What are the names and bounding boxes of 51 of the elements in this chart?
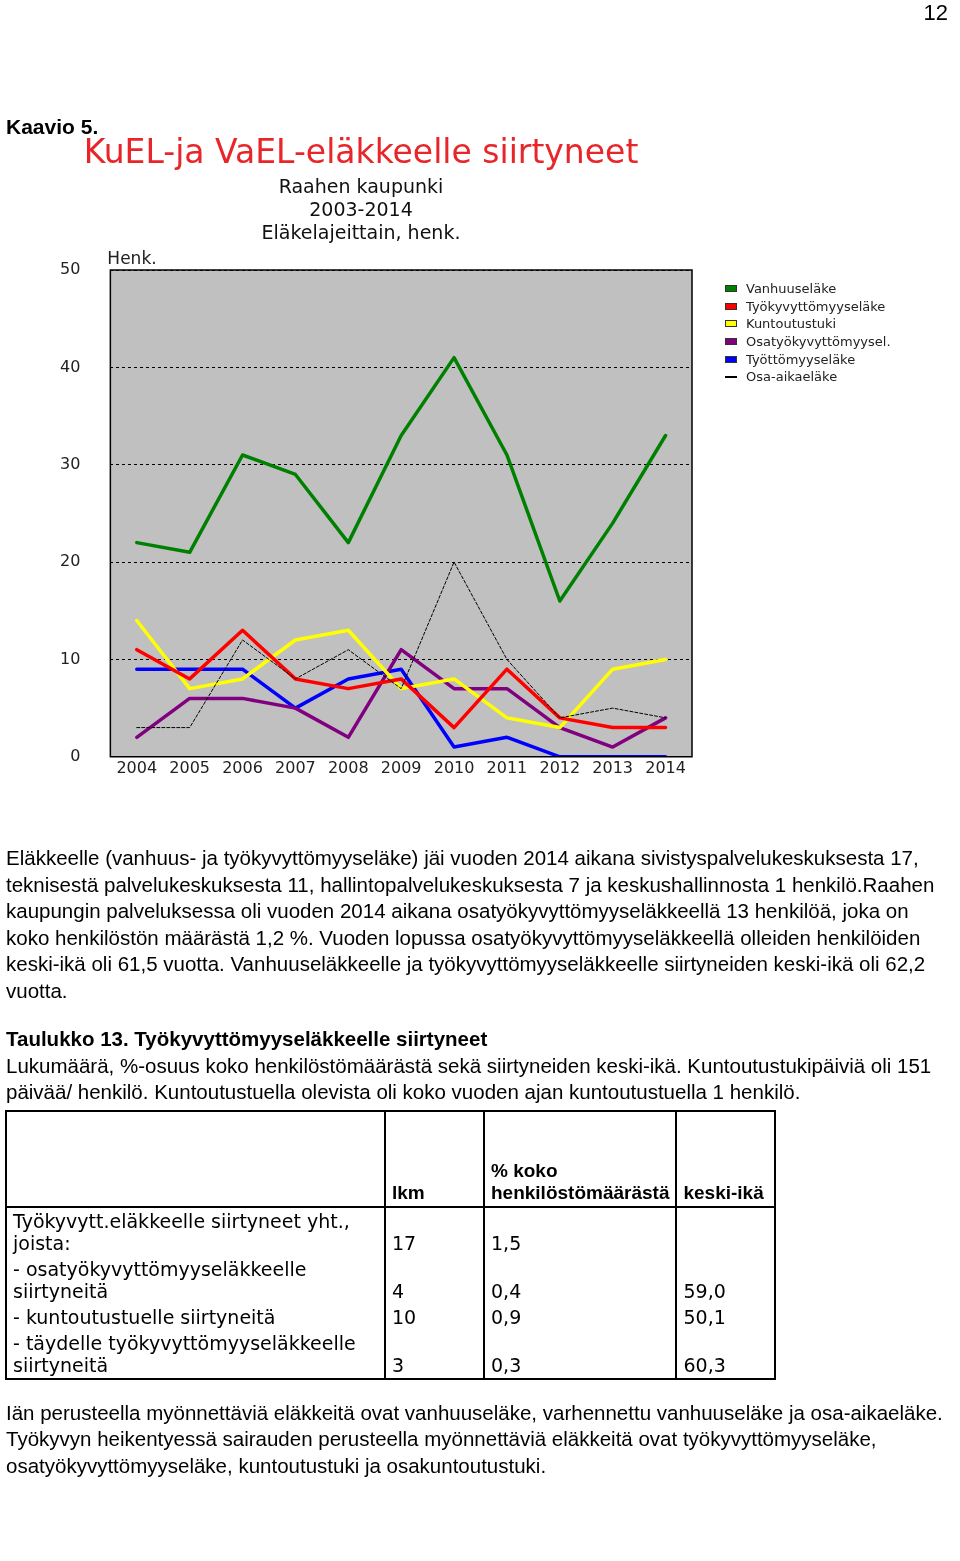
text: Eläkelajeittain, henk. (261, 220, 461, 243)
text: 3 (385, 1329, 484, 1379)
text: 0,9 (484, 1303, 677, 1330)
text: Työkyvytt.eläkkeelle siirtyneet yht., joista: (11, 1208, 351, 1256)
text: - kuntoutustuelle siirtyneitä (12, 1304, 277, 1330)
text: 12 (923, 0, 948, 26)
x-tick-label: 2012 (539, 757, 581, 777)
text: 60,3 (676, 1329, 776, 1379)
y-tick-label: 0 (70, 745, 81, 765)
text: 4 (385, 1255, 484, 1304)
text: Iän perusteella myönnettäviä eläkkeitä ovat vanhuuseläke, varhennettu vanhuuseläke ja osa-aikaeläke. Työkyvyn heikentyessä sairauden perusteella myönnettäviä eläkkeitä ovat työkyvyttömyyseläke, osatyökyvyttömyyseläke, kuntoutustuki ja osakuntoutustuki. (5, 1399, 944, 1479)
x-tick-label: 2011 (486, 757, 528, 777)
text: 50,1 (676, 1303, 776, 1330)
y-tick-label: 20 (60, 551, 81, 571)
text: 0,4 (484, 1255, 677, 1304)
legend-label: Vanhuuseläke (746, 281, 837, 297)
text: 2003-2014 (309, 197, 413, 220)
legend-label: Työkyvyttömyyseläke (746, 298, 886, 314)
x-tick-label: 2013 (592, 757, 634, 777)
text: Raahen kaupunki (278, 174, 444, 197)
text: Kaavio 5. (6, 115, 99, 138)
legend-label: Kuntoutustuki (746, 316, 837, 332)
y-tick-label: 30 (60, 453, 81, 473)
x-tick-label: 2006 (222, 757, 263, 777)
legend-label: Osa-aikaeläke (746, 369, 838, 385)
text: 59,0 (676, 1255, 776, 1304)
text: Taulukko 13. Työkyvyttömyyseläkkeelle siirtyneet (5, 1026, 489, 1052)
text: % koko henkilöstömäärästä (484, 1110, 677, 1207)
y-axis-title: Henk. (107, 247, 157, 268)
text: - osatyökyvyttömyyseläkkeelle siirtyneitä (12, 1256, 308, 1304)
y-tick-label: 10 (60, 648, 81, 668)
x-tick-label: 2014 (645, 757, 686, 777)
x-tick-label: 2009 (380, 757, 422, 777)
text: 1,5 (484, 1206, 677, 1256)
text: Eläkkeelle (vanhuus- ja työkyvyttömyyseläke) jäi vuoden 2014 aikana sivistyspalvelukeskuksesta 17, teknisestä palvelukeskuksesta 11, hallintopalvelukeskuksesta 7 ja keskushallinnosta 1 henkilö.Raahen kaupungin palveluksessa oli vuoden 2014 aikana osatyökyvyttömyyseläkkeellä 13 henkilöä, joka on koko henkilöstön määrästä 1,2 %. Vuoden lopussa osatyökyvyttömyyseläkkeellä olleiden henkilöiden keski-ikä oli 61,5 vuotta. Vanhuuseläkkeelle ja työkyvyttömyyseläkkeelle siirtyneiden keski-ikä oli 62,2 vuotta. (5, 845, 936, 1004)
x-tick-label: 2004 (116, 757, 158, 777)
y-tick-label: 40 (60, 356, 81, 376)
text: lkm (385, 1110, 484, 1207)
text: 0,3 (484, 1329, 677, 1379)
text: Lukumäärä, %-osuus koko henkilöstömäärästä sekä siirtyneiden keski-ikä. Kuntoutustukipäiviä oli 151 päivää/ henkilö. Kuntoutustuella olevista oli koko vuoden ajan kuntoutustuella 1 henkilö. (5, 1052, 933, 1105)
y-tick-label: 50 (60, 259, 81, 279)
legend-label: Osatyökyvyttömyysel. (746, 334, 891, 350)
x-tick-label: 2010 (433, 757, 475, 777)
x-tick-label: 2005 (169, 757, 211, 777)
text: 10 (385, 1303, 484, 1330)
legend-label: Työttömyyseläke (746, 351, 856, 367)
x-tick-label: 2007 (275, 757, 316, 777)
x-tick-label: 2008 (327, 757, 369, 777)
text: 17 (385, 1206, 484, 1256)
text: - täydelle työkyvyttömyyseläkkeelle siirtyneitä (12, 1330, 357, 1378)
text: keski-ikä (676, 1110, 776, 1207)
